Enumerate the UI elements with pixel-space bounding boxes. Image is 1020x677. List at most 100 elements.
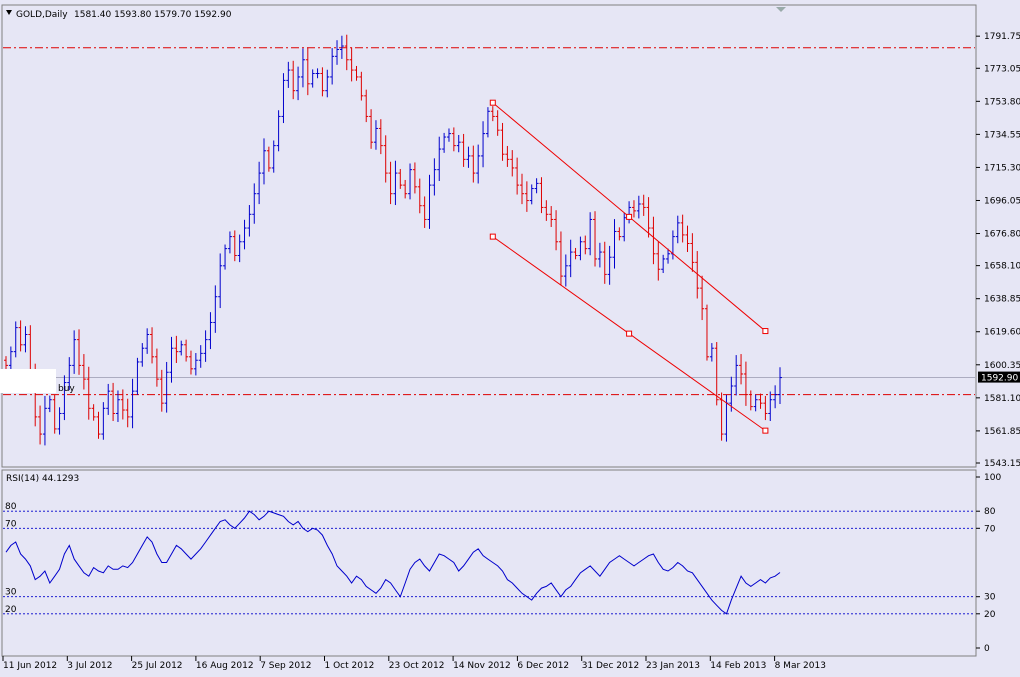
ohlc-bar (67, 357, 72, 391)
ohlc-bar (641, 194, 646, 216)
ohlc-bar (408, 163, 413, 200)
ohlc-bar (296, 66, 301, 101)
ohlc-bar (739, 354, 744, 385)
ohlc-bar (349, 47, 354, 82)
rsi-pane[interactable] (1, 469, 977, 657)
ohlc-bar (86, 366, 91, 420)
time-tick-label: 1 Oct 2012 (325, 661, 375, 671)
ohlc-bar (520, 173, 524, 205)
ohlc-bar (524, 181, 529, 212)
ohlc-bar (690, 233, 695, 272)
price-tick-label: 1581.10 (984, 394, 1020, 404)
ohlc-bar (335, 40, 340, 65)
ohlc-bar (680, 214, 685, 243)
ohlc-bar (597, 242, 602, 268)
ohlc-bar (685, 225, 690, 252)
time-tick-label: 14 Nov 2012 (453, 661, 511, 671)
time-tick-label: 23 Oct 2012 (389, 661, 445, 671)
ohlc-bar (778, 367, 782, 405)
horizontal-levels[interactable] (3, 47, 975, 396)
ohlc-bar (636, 195, 641, 219)
ohlc-bar (91, 404, 96, 421)
time-tick-label: 23 Jan 2013 (646, 661, 700, 671)
channel-handle[interactable] (489, 233, 496, 240)
ohlc-bar (495, 110, 500, 136)
rsi-levels: 80 70 30 20 (3, 502, 975, 615)
ohlc-bar (646, 197, 651, 238)
ohlc-bar (262, 138, 266, 185)
ohlc-bar (544, 200, 549, 221)
ohlc-bar (446, 128, 451, 142)
channel-handle[interactable] (762, 427, 769, 434)
time-tick-label: 14 Feb 2013 (710, 661, 766, 671)
ohlc-bar (164, 361, 169, 413)
time-tick-label: 25 Jul 2012 (132, 661, 183, 671)
rsi-level-label: 20 (5, 605, 17, 615)
buy-label-box[interactable] (0, 369, 56, 393)
ohlc-bar (242, 219, 247, 250)
time-tick-label: 31 Dec 2012 (582, 661, 640, 671)
ohlc-bar (505, 145, 510, 167)
ohlc-bar (704, 304, 709, 361)
ohlc-bar (529, 184, 534, 205)
buy-label: buy (58, 384, 75, 394)
ohlc-bar (476, 144, 481, 184)
ohlc-bar (466, 146, 471, 168)
triangle-down-icon[interactable] (6, 10, 12, 15)
price-axis: 1791.75 1773.05 1753.80 1734.55 1715.30 1696.… (976, 32, 1020, 469)
ohlc-bar (174, 335, 179, 363)
channel-handle[interactable] (626, 213, 633, 220)
price-tick-label: 1753.80 (984, 97, 1020, 107)
ohlc-bar (485, 107, 490, 138)
ohlc-bar (18, 320, 23, 352)
ohlc-bar (675, 215, 680, 244)
ohlc-bar (651, 216, 656, 265)
rsi-tick-label: 80 (984, 507, 996, 517)
ohlc-bar (339, 35, 344, 59)
ohlc-bar (145, 328, 150, 354)
ohlc-bar (403, 179, 408, 199)
ohlc-bar (510, 150, 515, 177)
price-tick-label: 1696.05 (984, 196, 1020, 206)
ohlc-bar (135, 357, 140, 395)
ohlc-bar (709, 343, 714, 362)
rsi-line (5, 510, 781, 615)
channel-handle[interactable] (626, 330, 633, 337)
ohlc-bar (442, 132, 447, 153)
time-tick-label: 3 Jul 2012 (67, 661, 112, 671)
rsi-tick-label: 0 (984, 644, 990, 654)
trend-channel[interactable] (489, 99, 769, 434)
ohlc-bar (773, 385, 778, 409)
ohlc-bar (4, 356, 8, 370)
ohlc-bar (38, 405, 43, 445)
price-tick-label: 1734.55 (984, 130, 1020, 140)
rsi-level-label: 70 (5, 519, 17, 529)
ohlc-bar (758, 393, 763, 409)
ohlc-bar (393, 160, 398, 206)
ohlc-bar (763, 395, 768, 421)
ohlc-bar (305, 47, 310, 96)
ohlc-bar (768, 391, 773, 422)
ohlc-bar (47, 395, 52, 413)
time-tick-label: 6 Dec 2012 (517, 661, 569, 671)
ohlc-bar (622, 212, 627, 242)
time-tick-label: 16 Aug 2012 (196, 661, 254, 671)
ohlc-bar (257, 161, 262, 205)
ohlc-bar (286, 61, 291, 88)
rsi-tick-label: 30 (984, 593, 996, 603)
ohlc-bar (549, 206, 554, 228)
ohlc-bar (378, 119, 383, 155)
channel-handle[interactable] (762, 328, 769, 335)
ohlc-bar (427, 174, 432, 229)
ohlc-bar (227, 231, 232, 254)
scroll-marker-icon[interactable] (776, 7, 786, 12)
price-tick-label: 1791.75 (984, 32, 1020, 42)
ohlc-bar (354, 65, 359, 81)
ohlc-bar (325, 69, 330, 98)
price-pane[interactable] (1, 4, 977, 468)
channel-handle[interactable] (489, 99, 496, 106)
ohlc-bar (563, 254, 568, 287)
price-tick-label: 1638.85 (984, 295, 1020, 305)
ohlc-bar (344, 34, 349, 71)
ohlc-bar (461, 133, 466, 167)
